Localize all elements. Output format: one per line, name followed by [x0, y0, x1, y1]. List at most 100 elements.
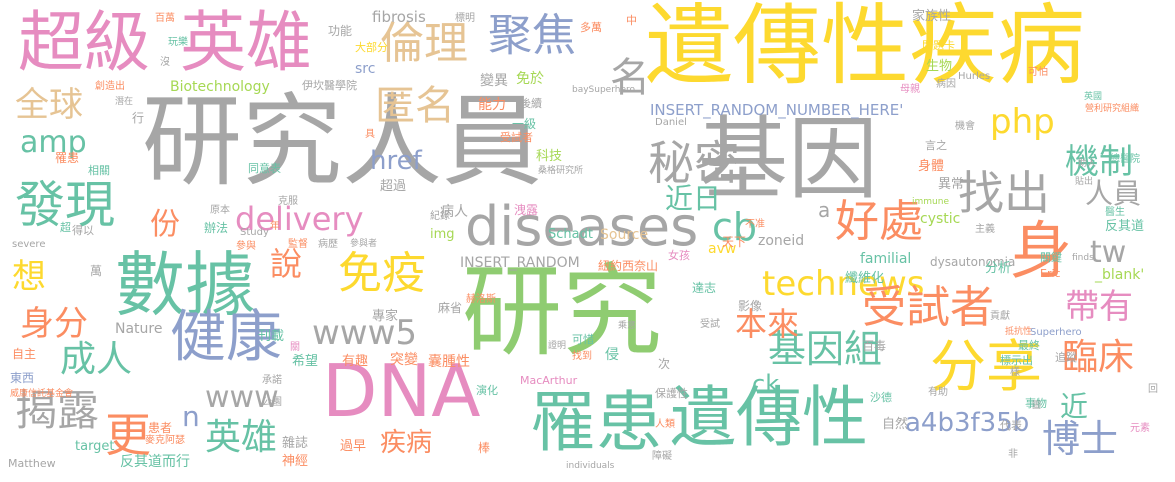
- word: amp: [20, 125, 87, 160]
- word: 抵抗性: [1005, 327, 1033, 337]
- word: 好處: [835, 196, 923, 247]
- word: 侵: [605, 347, 619, 363]
- word: Schadt: [548, 227, 593, 242]
- word: 麻省: [438, 301, 463, 315]
- word: 天下: [722, 235, 747, 249]
- word: 標示出: [1000, 354, 1033, 367]
- word: img: [430, 227, 455, 242]
- word: 紀錄: [430, 211, 450, 222]
- word: 百毒: [862, 339, 887, 353]
- word: 疾病: [380, 428, 433, 458]
- word: 原本: [210, 205, 230, 216]
- word: 超過: [380, 179, 407, 194]
- word: severe: [12, 239, 46, 250]
- word: Hurles: [958, 71, 991, 82]
- word: 免於: [516, 71, 544, 87]
- word: 英國: [1084, 92, 1103, 102]
- word: 專家: [372, 309, 399, 324]
- word: 自主: [12, 347, 37, 361]
- word: 刊載: [258, 329, 285, 344]
- word: 後續: [520, 97, 542, 110]
- word: 潛在: [115, 97, 134, 107]
- word: 臨床: [1062, 337, 1135, 378]
- word: 揭露: [15, 386, 100, 435]
- word: 乘意: [618, 321, 637, 331]
- word: dysautonomia: [930, 255, 1016, 269]
- word: 代表: [1000, 419, 1022, 432]
- word: 患者: [148, 421, 173, 435]
- word: 桑格研究所: [538, 166, 584, 176]
- word: 秘密: [648, 136, 740, 190]
- word: 主義: [975, 224, 995, 235]
- word: 辦法: [204, 221, 229, 235]
- word: 找出: [958, 166, 1050, 220]
- word: 證明: [548, 341, 567, 351]
- word: 創造出: [95, 81, 125, 92]
- word: immune: [912, 197, 949, 207]
- word: 相關: [88, 164, 110, 177]
- word: 回: [1148, 384, 1158, 395]
- word: 演化: [476, 384, 498, 397]
- word: 大部分: [355, 41, 388, 54]
- word: baySuperhero: [572, 85, 636, 95]
- word: 囊腫性: [428, 354, 470, 370]
- word: 分析: [985, 261, 1012, 276]
- word: 有趣: [342, 354, 369, 369]
- word: technews: [762, 264, 925, 304]
- word: tw: [1090, 235, 1127, 270]
- word: 可惜: [572, 333, 594, 346]
- word: www: [205, 380, 279, 415]
- word: _blank': [1095, 267, 1145, 283]
- word: n: [182, 400, 200, 433]
- word: 障礙: [652, 451, 672, 462]
- word: 最終: [1018, 339, 1040, 352]
- word: 達志: [692, 281, 717, 295]
- word: 威康信託基金會: [10, 389, 74, 399]
- word: 全球: [15, 85, 83, 125]
- word: 有助: [928, 387, 948, 398]
- word: 找到: [572, 351, 592, 362]
- word: 萬: [90, 264, 103, 278]
- word: 關: [290, 342, 300, 353]
- word: 身分: [20, 304, 88, 344]
- word: 聚焦: [488, 10, 576, 61]
- word: 參與: [236, 241, 256, 252]
- word: src: [355, 61, 376, 77]
- word: 變異: [480, 73, 508, 89]
- word: 洩露: [514, 203, 539, 217]
- word: Daniel: [655, 117, 687, 128]
- word: 份: [150, 207, 180, 242]
- word: Superhero: [1030, 327, 1082, 338]
- word: 東西: [10, 371, 35, 385]
- word: fibrosis: [372, 8, 426, 26]
- word: 英雄: [205, 417, 278, 458]
- word: 說: [270, 245, 303, 283]
- word: 罹患: [530, 384, 662, 461]
- word: 名: [610, 55, 650, 101]
- word: DNA: [322, 349, 481, 433]
- word: 沙德: [870, 391, 892, 404]
- word: 博士: [1042, 417, 1119, 461]
- word: 醫生: [1105, 207, 1125, 218]
- word: 保護性: [655, 387, 688, 400]
- word: zoneid: [758, 233, 805, 249]
- word: 得以: [72, 224, 94, 237]
- word: 突變: [390, 352, 418, 368]
- word: a: [818, 198, 831, 222]
- word: 病人: [440, 204, 468, 220]
- word: 伊坎醫學院: [302, 79, 357, 92]
- word: Biotechnology: [170, 79, 270, 95]
- word: familial: [860, 251, 912, 267]
- word: 關鍵: [1040, 251, 1062, 264]
- word: 生物: [926, 59, 953, 74]
- word: 受試者: [500, 131, 533, 144]
- word: 病歷: [318, 239, 338, 250]
- word: 過早: [340, 439, 367, 454]
- word: 數據: [115, 244, 255, 326]
- word: cystic: [920, 211, 961, 227]
- word: 基因: [698, 107, 878, 212]
- word: 纖維化: [845, 271, 885, 286]
- word: 可怕: [1028, 67, 1048, 78]
- word: 營利研究組織: [1085, 104, 1140, 114]
- word: 一級: [512, 117, 537, 131]
